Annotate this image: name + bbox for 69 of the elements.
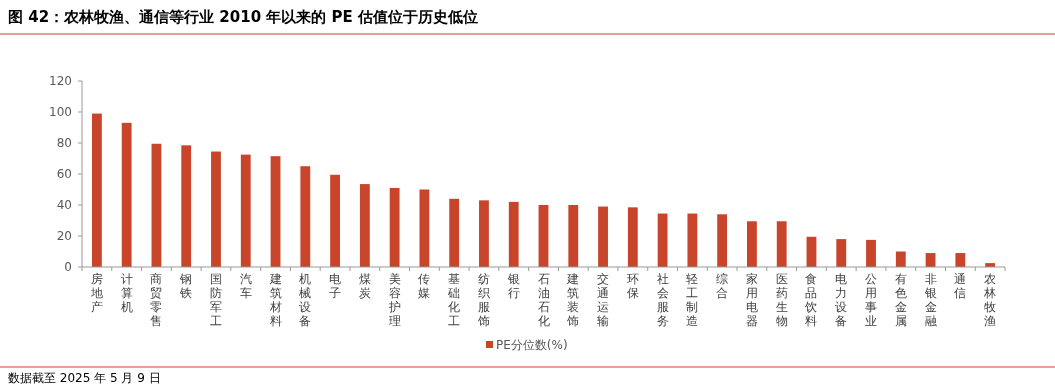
x-tick-label: 银行 (506, 272, 520, 300)
x-tick-label: 纺织服饰 (476, 272, 490, 328)
x-tick-label: 汽车 (239, 272, 252, 300)
y-tick-label: 40 (56, 198, 72, 213)
x-tick-label: 传媒 (418, 272, 431, 300)
bar (747, 221, 757, 267)
x-tick-label: 农林牧渔 (983, 272, 997, 328)
x-tick-label: 石油石化 (537, 272, 550, 328)
x-tick-label: 医药生物 (775, 272, 788, 328)
x-tick-label: 通信 (954, 272, 967, 300)
bar (538, 205, 549, 267)
x-tick-label: 食品饮料 (804, 272, 818, 328)
y-tick-label: 60 (56, 167, 72, 182)
bar (359, 184, 370, 267)
x-tick-label: 电力设备 (835, 272, 848, 328)
bar (211, 151, 221, 267)
x-tick-label: 电子 (329, 272, 342, 300)
x-tick-label: 房地产 (89, 272, 103, 314)
x-tick-label: 交通运输 (597, 272, 610, 328)
bar (955, 253, 966, 267)
x-tick-label: 综合 (716, 272, 729, 300)
bar (300, 166, 311, 267)
x-tick-label: 煤炭 (358, 272, 371, 300)
x-tick-label: 建筑材料 (268, 272, 282, 328)
x-tick-label: 商贸零售 (150, 272, 163, 328)
x-tick-label: 国防军工 (209, 272, 222, 328)
x-tick-label: 建筑装饰 (566, 272, 580, 328)
x-tick-label: 基础化工 (447, 272, 461, 328)
bar (598, 206, 608, 267)
bar (627, 207, 638, 267)
bar (449, 198, 460, 267)
y-tick-label: 20 (56, 229, 72, 244)
bar (181, 145, 192, 267)
x-tick-label: 轻工制造 (686, 272, 699, 328)
chart-title: 图 42：农林牧渔、通信等行业 2010 年以来的 PE 估值位于历史低位 (8, 8, 478, 26)
bar (866, 239, 876, 267)
x-tick-label: 美容护理 (387, 272, 401, 328)
y-tick-label: 120 (49, 74, 72, 89)
bar (419, 189, 430, 267)
bar (270, 156, 281, 267)
bar (479, 200, 489, 267)
x-tick-label: 社会服务 (656, 272, 669, 328)
y-tick-label: 0 (64, 260, 72, 275)
y-tick-label: 100 (49, 105, 72, 120)
legend-label: PE分位数(%) (496, 338, 568, 353)
bar (389, 187, 400, 267)
bar (776, 221, 787, 267)
x-tick-label: 公用事业 (865, 272, 878, 328)
bar (895, 251, 906, 267)
text: 数据截至 2025 年 5 月 9 日 (8, 371, 161, 385)
bar (568, 205, 579, 267)
bar (508, 201, 519, 267)
x-tick-label: 计算机 (120, 272, 133, 314)
x-tick-label: 环保 (626, 272, 639, 300)
x-tick-label: 非银金融 (923, 272, 937, 328)
bar (836, 239, 847, 267)
x-tick-label: 钢铁 (179, 272, 193, 300)
x-tick-label: 家用电器 (745, 272, 758, 328)
x-tick-label: 有色金属 (894, 272, 907, 328)
bar (717, 214, 728, 267)
bar (657, 213, 668, 267)
bar (330, 174, 340, 267)
bar (240, 154, 251, 267)
bar (151, 143, 162, 267)
bar (121, 122, 132, 267)
y-tick-label: 80 (56, 136, 72, 151)
bar (91, 113, 102, 267)
x-tick-label: 机械设备 (299, 272, 312, 328)
bar (687, 213, 698, 267)
